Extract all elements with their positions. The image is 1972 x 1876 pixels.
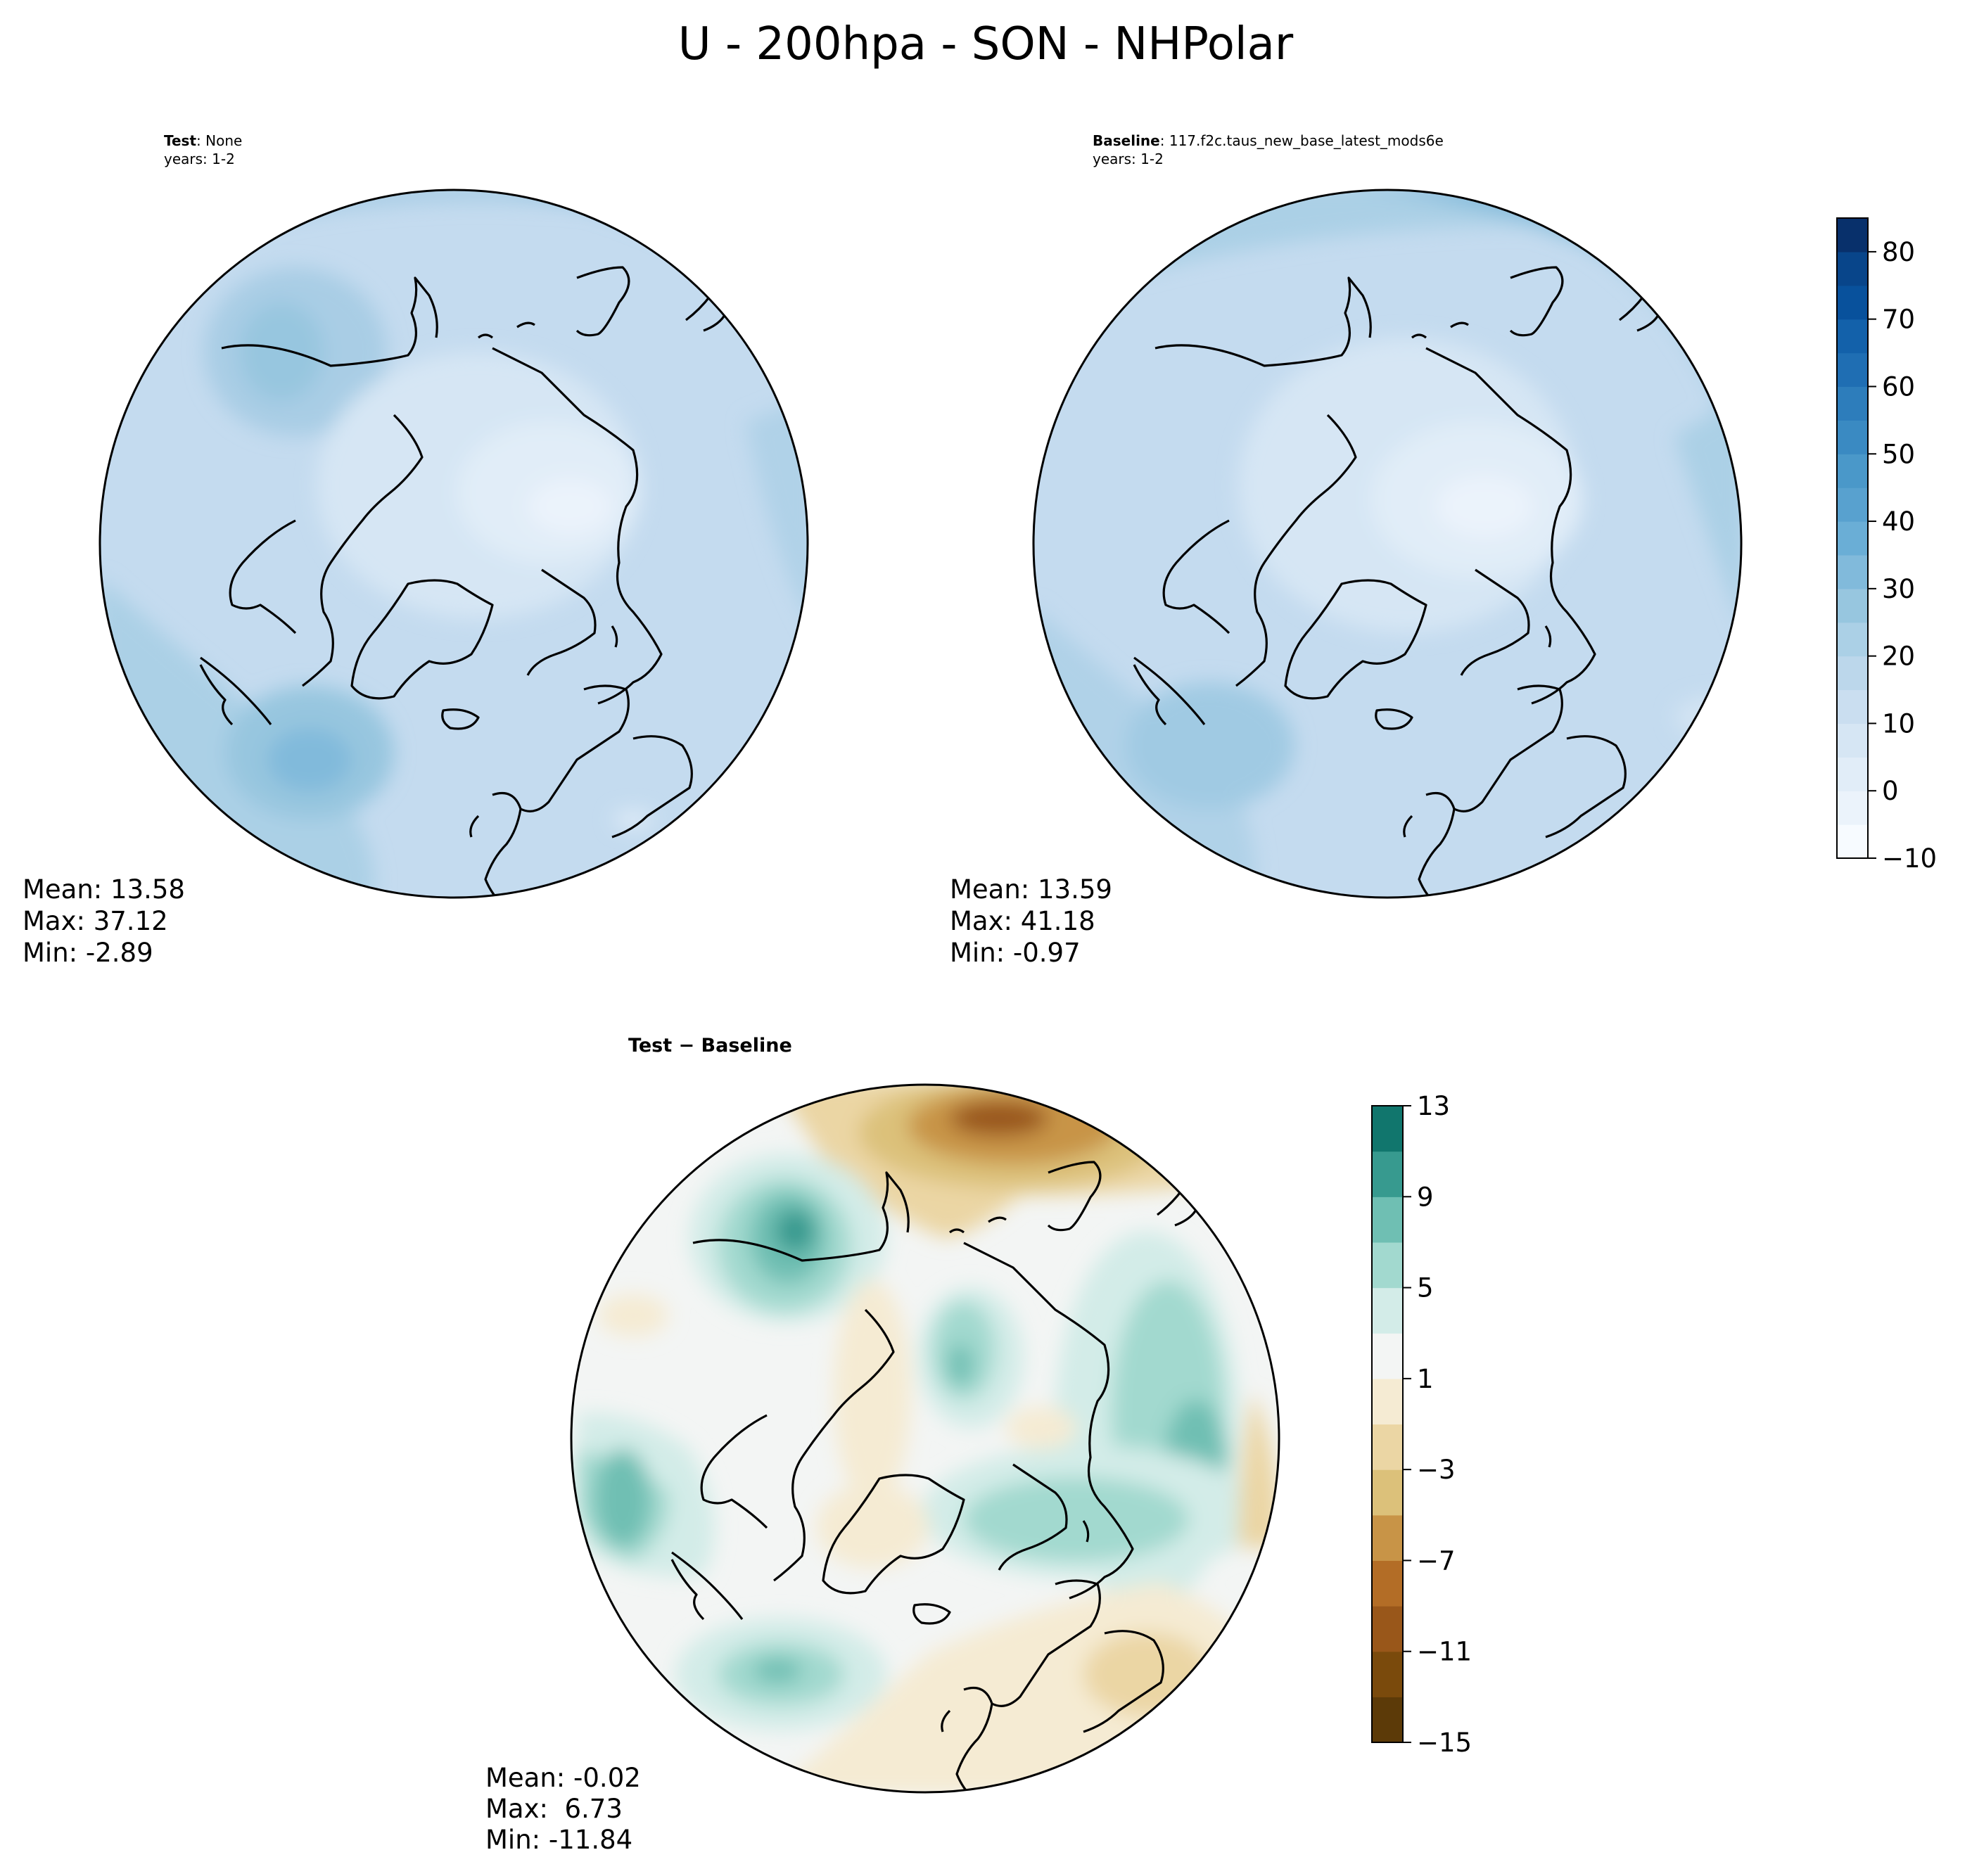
fields-colorbar-segment — [1837, 218, 1868, 253]
fields-colorbar-tick-label: 50 — [1882, 439, 1915, 469]
baseline-panel: Baseline: 117.f2c.taus_new_base_latest_m… — [950, 132, 1743, 968]
difference-colorbar-tick-label: −11 — [1417, 1637, 1472, 1667]
difference-colorbar-segment — [1372, 1106, 1403, 1152]
baseline-panel-subtitle: years: 1-2 — [1093, 151, 1164, 167]
fields-colorbar-segment — [1837, 588, 1868, 623]
baseline-title-separator: : — [1160, 132, 1169, 149]
difference-colorbar-segment — [1372, 1697, 1403, 1743]
difference-colorbar-segment — [1372, 1514, 1403, 1562]
difference-colorbar-segment — [1372, 1333, 1403, 1379]
difference-colorbar: −15 −11 −7 −3 1 5 9 13 — [1371, 1091, 1472, 1758]
test-panel: Test: None years: 1-2 — [23, 132, 809, 968]
test-title-value: None — [205, 132, 242, 149]
test-panel-title: Test: None — [164, 132, 242, 149]
test-map-boundary — [98, 189, 809, 899]
difference-colorbar-tick-label: 1 — [1417, 1364, 1434, 1394]
difference-colorbar-segment — [1372, 1378, 1403, 1425]
difference-colorbar-segment — [1372, 1560, 1403, 1607]
fields-colorbar-segment — [1837, 791, 1868, 825]
fields-colorbar-tick-label: 20 — [1882, 642, 1915, 672]
fields-colorbar-tick-label: 30 — [1882, 574, 1915, 604]
fields-colorbar-segment — [1837, 319, 1868, 354]
fields-colorbar-segment — [1837, 487, 1868, 522]
fields-colorbar-segment — [1837, 689, 1868, 725]
fields-colorbar: −10 0 10 20 30 40 50 60 70 80 — [1836, 217, 1937, 874]
test-panel-subtitle: years: 1-2 — [164, 151, 235, 167]
difference-colorbar-segment — [1372, 1651, 1403, 1697]
test-map-field — [100, 190, 808, 898]
fields-colorbar-segment — [1837, 285, 1868, 320]
difference-map-field — [571, 1085, 1279, 1792]
baseline-min: Min: -0.97 — [950, 938, 1081, 968]
difference-colorbar-segment — [1372, 1197, 1403, 1243]
difference-colorbar-segment — [1372, 1606, 1403, 1652]
fields-colorbar-tick-label: 10 — [1882, 708, 1915, 739]
difference-colorbar-tick-label: 13 — [1417, 1091, 1450, 1121]
fields-colorbar-segment — [1837, 824, 1868, 859]
test-title-label: Test — [164, 132, 196, 149]
fields-colorbar-segment — [1837, 622, 1868, 657]
difference-colorbar-tick-label: −7 — [1417, 1545, 1456, 1576]
difference-panel-title: Test − Baseline — [628, 1035, 792, 1057]
baseline-map-boundary — [1032, 189, 1743, 899]
baseline-mean: Mean: 13.59 — [950, 874, 1112, 905]
difference-max: Max: 6.73 — [485, 1794, 623, 1824]
difference-colorbar-segment — [1372, 1469, 1403, 1516]
fields-colorbar-segment — [1837, 757, 1868, 791]
fields-colorbar-segment — [1837, 352, 1868, 388]
figure-title: U - 200hpa - SON - NHPolar — [678, 18, 1294, 70]
fields-colorbar-frame — [1836, 217, 1869, 859]
fields-colorbar-segment — [1837, 420, 1868, 454]
fields-colorbar-segment — [1837, 723, 1868, 758]
difference-min: Min: -11.84 — [485, 1825, 632, 1855]
baseline-panel-title: Baseline: 117.f2c.taus_new_base_latest_m… — [1093, 132, 1444, 149]
fields-colorbar-segment — [1837, 521, 1868, 556]
fields-colorbar-tick-label: 0 — [1882, 776, 1899, 806]
fields-colorbar-segment — [1837, 251, 1868, 286]
difference-panel: Test − Baseline — [485, 1035, 1280, 1855]
difference-colorbar-frame — [1371, 1105, 1404, 1743]
fields-colorbar-tick-label: 40 — [1882, 506, 1915, 537]
fields-colorbar-segment — [1837, 454, 1868, 488]
difference-colorbar-tick-label: −3 — [1417, 1455, 1456, 1485]
test-mean: Mean: 13.58 — [23, 874, 185, 905]
baseline-title-value: 117.f2c.taus_new_base_latest_mods6e — [1169, 132, 1444, 149]
difference-mean: Mean: -0.02 — [485, 1763, 641, 1793]
test-max: Max: 37.12 — [23, 906, 168, 936]
test-title-separator: : — [196, 132, 205, 149]
difference-colorbar-segment — [1372, 1287, 1403, 1334]
fields-colorbar-tick-label: 70 — [1882, 305, 1915, 335]
test-min: Min: -2.89 — [23, 938, 153, 968]
difference-colorbar-segment — [1372, 1151, 1403, 1197]
difference-colorbar-tick-label: 9 — [1417, 1182, 1434, 1212]
baseline-title-label: Baseline — [1093, 132, 1160, 149]
fields-colorbar-tick-label: 80 — [1882, 237, 1915, 267]
difference-colorbar-tick-label: 5 — [1417, 1273, 1434, 1303]
difference-map-boundary — [570, 1083, 1280, 1794]
fields-colorbar-segment — [1837, 554, 1868, 589]
difference-colorbar-segment — [1372, 1242, 1403, 1289]
difference-colorbar-tick-label: −15 — [1417, 1728, 1472, 1758]
fields-colorbar-segment — [1837, 386, 1868, 421]
fields-colorbar-tick-label: −10 — [1882, 843, 1937, 874]
fields-colorbar-tick-label: 60 — [1882, 371, 1915, 402]
baseline-max: Max: 41.18 — [950, 906, 1095, 936]
difference-colorbar-segment — [1372, 1424, 1403, 1470]
fields-colorbar-segment — [1837, 656, 1868, 691]
